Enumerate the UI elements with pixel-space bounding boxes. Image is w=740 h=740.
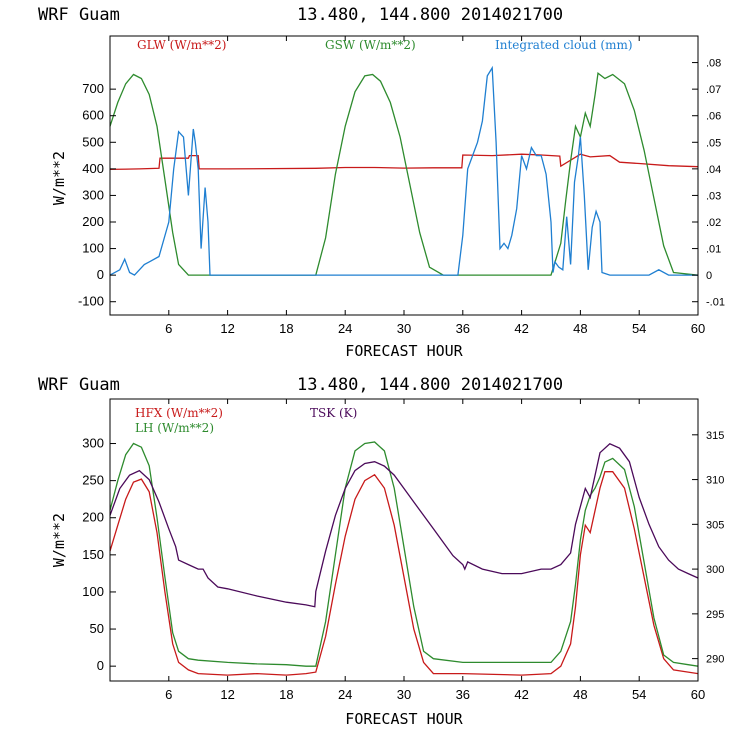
y2-tick-label: 300 (706, 564, 724, 576)
chart-1-x-axis: 6 12 18 24 30 36 42 48 54 60 (165, 36, 705, 336)
y2-tick-label: .03 (706, 190, 721, 202)
x-tick-label: 6 (165, 321, 172, 336)
x-tick-label: 60 (691, 687, 705, 702)
chart-1-y-axis: -100 0 100 200 300 400 500 600 700 (78, 81, 116, 309)
chart-1-series-integrated-line (109, 65, 698, 276)
x-tick-label: 24 (338, 687, 352, 702)
x-tick-label: 54 (632, 687, 646, 702)
chart-2-y-axis: 0 50 100 150 200 250 300 (82, 436, 116, 673)
chart-2-series-tsk-line (109, 443, 699, 608)
chart-1-series-layer (109, 65, 699, 276)
x-tick-label: 48 (573, 321, 587, 336)
y-tick-label: 400 (82, 161, 104, 176)
y-tick-label: 600 (82, 108, 104, 123)
y-tick-label: 300 (82, 187, 104, 202)
chart-1-x-axis-label: FORECAST HOUR (345, 342, 463, 360)
y2-tick-label: .08 (706, 58, 721, 70)
y-tick-label: 500 (82, 134, 104, 149)
x-tick-label: 36 (456, 321, 470, 336)
y-tick-label: 300 (82, 436, 104, 451)
chart-2-legend-hfx: HFX (W/m**2) (135, 406, 223, 420)
y-tick-label: 200 (82, 214, 104, 229)
chart-1-title-left: WRF Guam (38, 5, 120, 25)
x-tick-label: 30 (397, 321, 411, 336)
y2-tick-label: .06 (706, 111, 721, 123)
chart-1-legend-cloud: Integrated cloud (mm) (495, 38, 633, 52)
chart-2: WRF Guam 13.480, 144.800 2014021700 6 12 1… (38, 375, 724, 728)
chart-1-series-glw-line (109, 153, 699, 171)
y2-tick-label: -.01 (706, 297, 725, 309)
x-tick-label: 24 (338, 321, 352, 336)
y2-tick-label: .01 (706, 244, 721, 256)
chart-1-series-gsw-line (109, 72, 699, 276)
x-tick-label: 60 (691, 321, 705, 336)
chart-1-title-right: 13.480, 144.800 2014021700 (297, 5, 563, 25)
x-tick-label: 18 (279, 687, 293, 702)
chart-2-legend-lh: LH (W/m**2) (135, 421, 214, 435)
y2-tick-label: 295 (706, 609, 724, 621)
chart-2-title-right: 13.480, 144.800 2014021700 (297, 375, 563, 395)
chart-2-y2-axis: 290 295 300 305 310 315 (692, 430, 724, 666)
y-tick-label: 200 (82, 510, 104, 525)
chart-1-legend-glw: GLW (W/m**2) (137, 38, 226, 52)
y-tick-label: 100 (82, 241, 104, 256)
chart-2-legend-tsk: TSK (K) (310, 406, 357, 420)
y-tick-label: 50 (90, 621, 104, 636)
x-tick-label: 18 (279, 321, 293, 336)
x-tick-label: 48 (573, 687, 587, 702)
y2-tick-label: 0 (706, 270, 712, 282)
y2-tick-label: .07 (706, 84, 721, 96)
chart-2-series-layer (109, 441, 699, 676)
chart-2-x-axis: 6 12 18 24 30 36 42 48 54 60 (165, 399, 705, 702)
y-tick-label: 0 (97, 267, 104, 282)
chart-2-series-lh-line (109, 441, 699, 667)
x-tick-label: 42 (514, 687, 528, 702)
chart-1-y-axis-label: W/m**2 (50, 151, 68, 205)
y2-tick-label: 305 (706, 519, 724, 531)
y2-tick-label: .05 (706, 137, 721, 149)
chart-1: WRF Guam 13.480, 144.800 2014021700 6 12 1… (38, 5, 725, 360)
chart-2-x-axis-label: FORECAST HOUR (345, 710, 463, 728)
y2-tick-label: .02 (706, 217, 721, 229)
y2-tick-label: 310 (706, 475, 724, 487)
y2-tick-label: 290 (706, 654, 724, 666)
x-tick-label: 12 (220, 321, 234, 336)
chart-2-y-axis-label: W/m**2 (50, 513, 68, 567)
x-tick-label: 36 (456, 687, 470, 702)
x-tick-label: 54 (632, 321, 646, 336)
x-tick-label: 30 (397, 687, 411, 702)
chart-1-y2-axis: -.01 0 .01 .02 .03 .04 .05 .06 .07 .08 (692, 58, 725, 309)
y-tick-label: 250 (82, 473, 104, 488)
chart-2-plot-frame (109, 398, 699, 682)
y-tick-label: 0 (97, 658, 104, 673)
y-tick-label: 150 (82, 547, 104, 562)
x-tick-label: 12 (220, 687, 234, 702)
y2-tick-label: .04 (706, 164, 721, 176)
chart-2-title-left: WRF Guam (38, 375, 120, 395)
x-tick-label: 6 (165, 687, 172, 702)
chart-2-series-hfx-line (109, 471, 699, 676)
y-tick-label: 100 (82, 584, 104, 599)
y-tick-label: -100 (78, 294, 104, 309)
chart-1-legend-gsw: GSW (W/m**2) (325, 38, 416, 52)
x-tick-label: 42 (514, 321, 528, 336)
y-tick-label: 700 (82, 81, 104, 96)
y2-tick-label: 315 (706, 430, 724, 442)
